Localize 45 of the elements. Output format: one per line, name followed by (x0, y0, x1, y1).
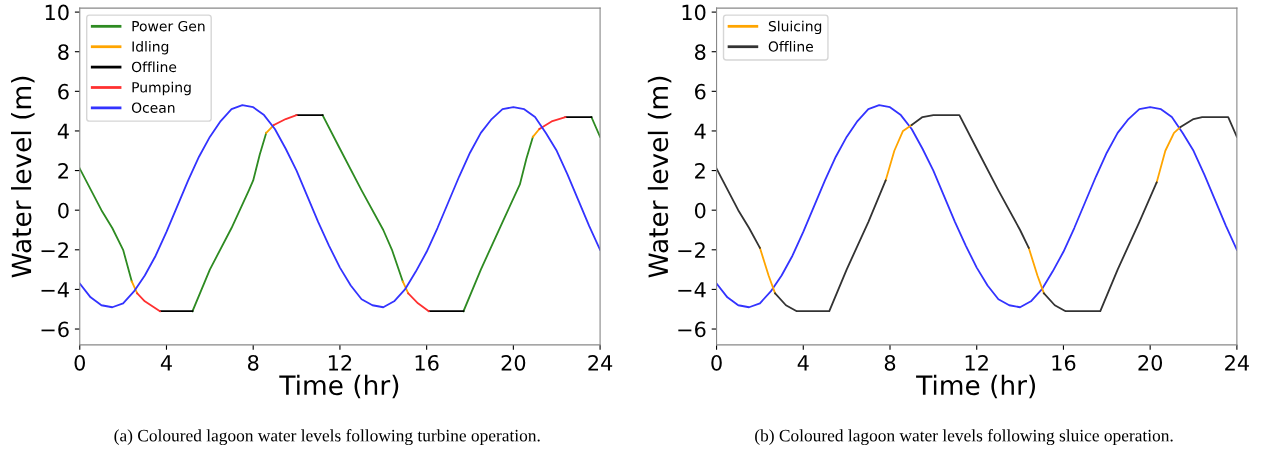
y-tick-label: −4 (41, 282, 69, 298)
y-tick-label: 6 (695, 83, 706, 100)
y-tick-label: −2 (41, 242, 68, 258)
x-tick-label: 12 (965, 354, 988, 371)
y-tick-label: 4 (694, 123, 706, 139)
x-tick-label: 4 (797, 355, 809, 371)
x-tick-label: 16 (1052, 354, 1076, 371)
legend-label: Pumping (132, 81, 191, 96)
y-tick-label: 0 (58, 202, 69, 219)
y-tick-label: 2 (695, 163, 705, 179)
y-tick-label: 10 (682, 4, 706, 21)
y-tick-label: −6 (678, 321, 706, 338)
legend-label: Ocean (131, 102, 175, 113)
legend-label: Sluicing (768, 20, 822, 35)
y-tick-label: 10 (45, 4, 69, 21)
y-tick-label: −2 (678, 242, 705, 258)
y-tick-label: 0 (694, 202, 706, 219)
text: (b) Coloured lagoon water levels following sluice operation. (755, 429, 1173, 446)
text: (a) Coloured lagoon water levels following turbine operation. (114, 429, 540, 446)
y-tick-label: 4 (57, 123, 69, 139)
x-tick-label: 24 (1225, 354, 1249, 371)
legend-label: Offline (131, 61, 177, 73)
x-tick-label: 12 (328, 354, 352, 371)
y-tick-label: 6 (58, 83, 69, 100)
x-tick-label: 8 (247, 354, 259, 371)
x-tick-label: 20 (501, 354, 526, 371)
legend-label: Idling (132, 41, 169, 55)
legend-label: Power Gen (132, 20, 205, 32)
legend-label: Offline (768, 41, 813, 52)
x-tick-label: 24 (588, 354, 613, 371)
x-axis-title: Time (hr) (916, 374, 1036, 399)
x-axis-title: Time (hr) (279, 374, 399, 399)
y-tick-label: 2 (58, 163, 68, 179)
y-tick-label: −6 (41, 321, 69, 338)
x-tick-label: 16 (415, 354, 439, 371)
y-tick-label: −4 (678, 282, 706, 298)
y-tick-label: 8 (58, 44, 69, 60)
x-tick-label: 8 (884, 354, 896, 371)
x-tick-label: 0 (711, 354, 722, 371)
y-axis-title: Water level (m) (11, 76, 35, 278)
x-tick-label: 20 (1138, 354, 1163, 371)
x-tick-label: 0 (74, 354, 85, 371)
y-tick-label: 8 (694, 44, 706, 60)
y-axis-title: Water level (m) (647, 76, 672, 278)
x-tick-label: 4 (160, 355, 172, 371)
